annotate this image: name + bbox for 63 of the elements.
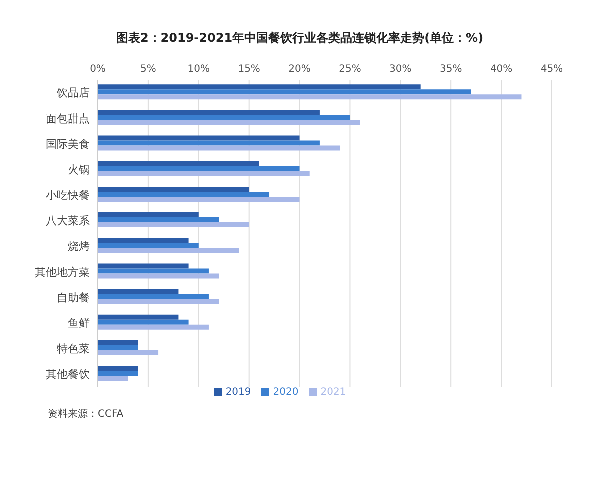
- bar: [98, 371, 138, 376]
- text: 资料来源：CCFA: [48, 408, 125, 421]
- bar: [98, 120, 360, 126]
- x-tick-label: 20%: [288, 64, 311, 75]
- y-tick-label: 国际美食: [46, 138, 90, 151]
- bar: [98, 243, 199, 248]
- bar: [98, 166, 300, 172]
- y-tick-label: 其他餐饮: [46, 368, 90, 382]
- bar: [98, 222, 250, 228]
- bar: [98, 340, 138, 346]
- bar: [98, 186, 250, 192]
- bar: [98, 350, 159, 356]
- x-tick-label: 5%: [140, 64, 156, 75]
- bar: [98, 238, 189, 244]
- bar: [98, 268, 209, 274]
- y-tick-label: 鱼鲜: [68, 316, 90, 330]
- y-tick-label: 特色菜: [57, 342, 90, 356]
- bar: [98, 264, 189, 269]
- bar: [98, 289, 179, 294]
- bar: [98, 90, 472, 95]
- bar: [98, 84, 421, 90]
- bar: [98, 366, 138, 372]
- y-tick-label: 烧烤: [68, 240, 90, 254]
- bar: [98, 299, 220, 304]
- bar: [98, 110, 320, 116]
- legend-label: 2020: [273, 387, 299, 398]
- bar: [98, 274, 220, 279]
- bar: [98, 376, 128, 382]
- bar: [98, 192, 270, 197]
- bar: [98, 345, 138, 350]
- bar: [98, 94, 522, 100]
- x-tick-label: 40%: [490, 64, 513, 75]
- x-tick-label: 0%: [90, 64, 106, 75]
- bar: [98, 171, 310, 176]
- bar: [98, 115, 350, 120]
- y-tick-label: 小吃快餐: [46, 189, 90, 202]
- y-tick-label: 八大菜系: [46, 214, 90, 228]
- x-tick-label: 25%: [339, 64, 362, 75]
- bar: [98, 196, 300, 202]
- y-tick-label: 火锅: [68, 163, 90, 176]
- y-tick-label: 其他地方菜: [35, 266, 90, 279]
- bar: [98, 218, 220, 223]
- bar: [98, 324, 209, 330]
- x-tick-label: 15%: [238, 64, 260, 75]
- legend-label: 2019: [226, 387, 252, 398]
- x-tick-label: 30%: [390, 64, 412, 75]
- y-tick-label: 自助餐: [57, 291, 90, 304]
- bar: [98, 146, 340, 151]
- x-tick-label: 10%: [188, 64, 210, 75]
- y-tick-label: 面包甜点: [46, 112, 90, 126]
- x-tick-label: 45%: [540, 64, 564, 75]
- bar: [98, 320, 189, 325]
- y-tick-label: 饮品店: [56, 86, 90, 100]
- bar: [98, 314, 179, 320]
- chart-title: 图表2：2019-2021年中国餐饮行业各类品连锁化率走势(单位：%): [115, 30, 485, 47]
- x-tick-label: 35%: [440, 64, 462, 75]
- bar: [98, 212, 199, 218]
- bar: [98, 136, 300, 141]
- bar: [98, 140, 320, 146]
- bar: [98, 248, 240, 254]
- legend-label: 2021: [320, 387, 346, 398]
- bar: [98, 161, 260, 166]
- bar: [98, 294, 209, 300]
